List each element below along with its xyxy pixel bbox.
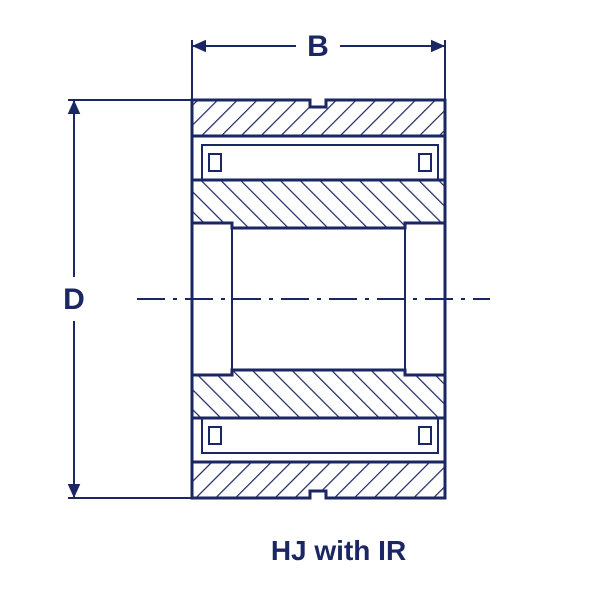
dimension-label-d: D <box>63 283 85 316</box>
bearing-cross-section-diagram: D B HJ with IR <box>0 0 600 600</box>
dimension-label-b: B <box>307 30 329 63</box>
diagram-caption: HJ with IR <box>271 535 406 566</box>
